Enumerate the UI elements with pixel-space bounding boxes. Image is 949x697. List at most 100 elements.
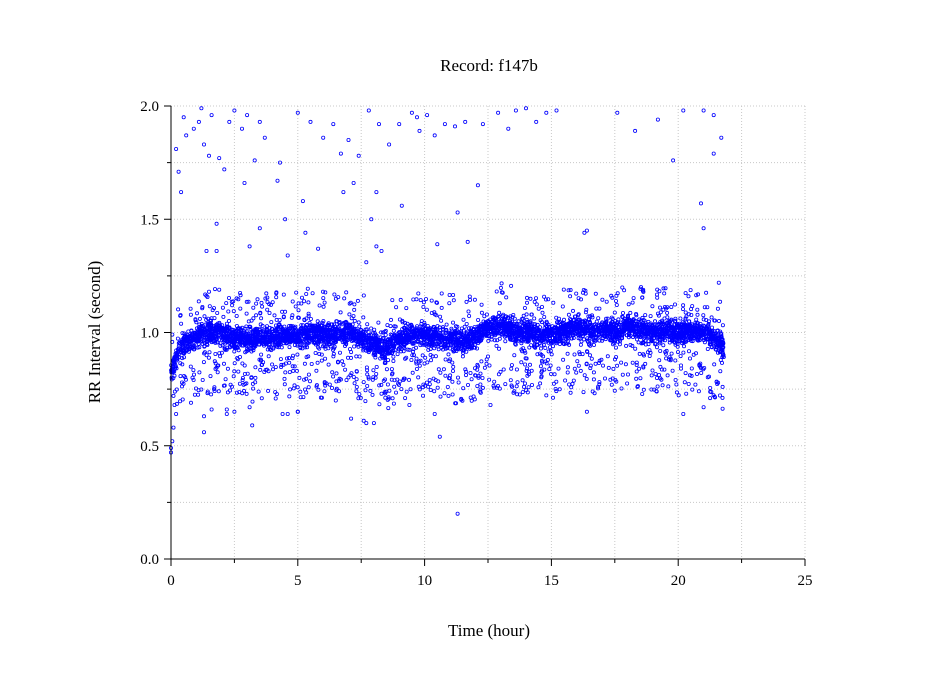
data-point [562, 317, 567, 322]
data-point [236, 348, 241, 353]
data-point [366, 376, 371, 381]
data-point [514, 337, 519, 342]
data-point [426, 347, 431, 352]
data-point [586, 339, 591, 344]
data-point [414, 361, 419, 366]
data-point [607, 332, 612, 337]
data-point [639, 322, 644, 327]
data-point [224, 324, 229, 329]
data-point [260, 323, 265, 328]
data-point [335, 360, 340, 365]
data-point [331, 338, 336, 343]
data-point [218, 343, 223, 348]
data-point [183, 333, 188, 338]
data-point [545, 357, 550, 362]
data-point [527, 369, 532, 374]
data-point [446, 330, 451, 335]
data-point [369, 345, 374, 350]
data-point [653, 371, 658, 376]
data-point [523, 331, 528, 336]
data-point [467, 294, 472, 299]
data-point [622, 288, 627, 293]
data-point [342, 296, 347, 301]
data-point [384, 367, 389, 372]
data-point [370, 377, 375, 382]
data-point [289, 315, 294, 320]
data-point [709, 315, 714, 320]
data-point [663, 286, 668, 291]
data-point [238, 334, 243, 339]
data-point [401, 349, 406, 354]
data-point [210, 308, 215, 313]
data-point [361, 346, 366, 351]
data-point [497, 386, 502, 391]
data-point [537, 336, 542, 341]
data-point [420, 334, 425, 339]
data-point [265, 307, 270, 312]
data-point [667, 319, 672, 324]
data-point [262, 369, 267, 374]
data-point [498, 369, 503, 374]
data-point [217, 351, 222, 356]
data-point [600, 297, 605, 302]
data-point [621, 310, 626, 315]
data-point [433, 354, 438, 359]
data-point [658, 348, 663, 353]
data-point [298, 389, 303, 394]
data-point [526, 385, 531, 390]
data-point [323, 290, 328, 295]
data-point [667, 340, 672, 345]
data-point [611, 366, 616, 371]
data-point [234, 390, 239, 395]
data-point [326, 321, 331, 326]
data-point [446, 352, 451, 357]
data-point [400, 320, 405, 325]
data-point [542, 336, 547, 341]
data-point [549, 340, 554, 345]
data-point [681, 328, 686, 333]
data-point [394, 305, 399, 310]
data-point [716, 336, 721, 341]
data-point [287, 394, 292, 399]
data-point [199, 324, 204, 329]
data-point [584, 361, 589, 366]
data-point [300, 339, 305, 344]
data-point [389, 367, 394, 372]
data-point [578, 342, 583, 347]
data-point [251, 316, 256, 321]
data-point [379, 330, 384, 335]
data-point [366, 375, 371, 380]
data-point [175, 336, 180, 341]
data-point [192, 392, 197, 397]
data-point [570, 381, 575, 386]
data-point [298, 395, 303, 400]
data-point [391, 358, 396, 363]
data-point [634, 311, 639, 316]
data-point [274, 295, 279, 300]
data-point [275, 333, 280, 338]
data-point [540, 310, 545, 315]
data-point [715, 328, 720, 333]
data-point [673, 302, 678, 307]
data-point [589, 356, 594, 361]
data-point [212, 287, 217, 292]
data-point [440, 326, 445, 331]
data-point [541, 354, 546, 359]
data-point [329, 322, 334, 327]
data-point [678, 354, 683, 359]
data-point [304, 390, 309, 395]
data-point [555, 320, 560, 325]
data-point [351, 374, 356, 379]
data-point [446, 342, 451, 347]
data-point [525, 295, 530, 300]
data-point [202, 344, 207, 349]
data-point [188, 306, 193, 311]
data-point [552, 325, 557, 330]
data-point [620, 314, 625, 319]
data-point [514, 367, 519, 372]
data-point [332, 292, 337, 297]
data-point [242, 363, 247, 368]
data-point [235, 357, 240, 362]
data-point [424, 307, 429, 312]
data-point [279, 362, 284, 367]
